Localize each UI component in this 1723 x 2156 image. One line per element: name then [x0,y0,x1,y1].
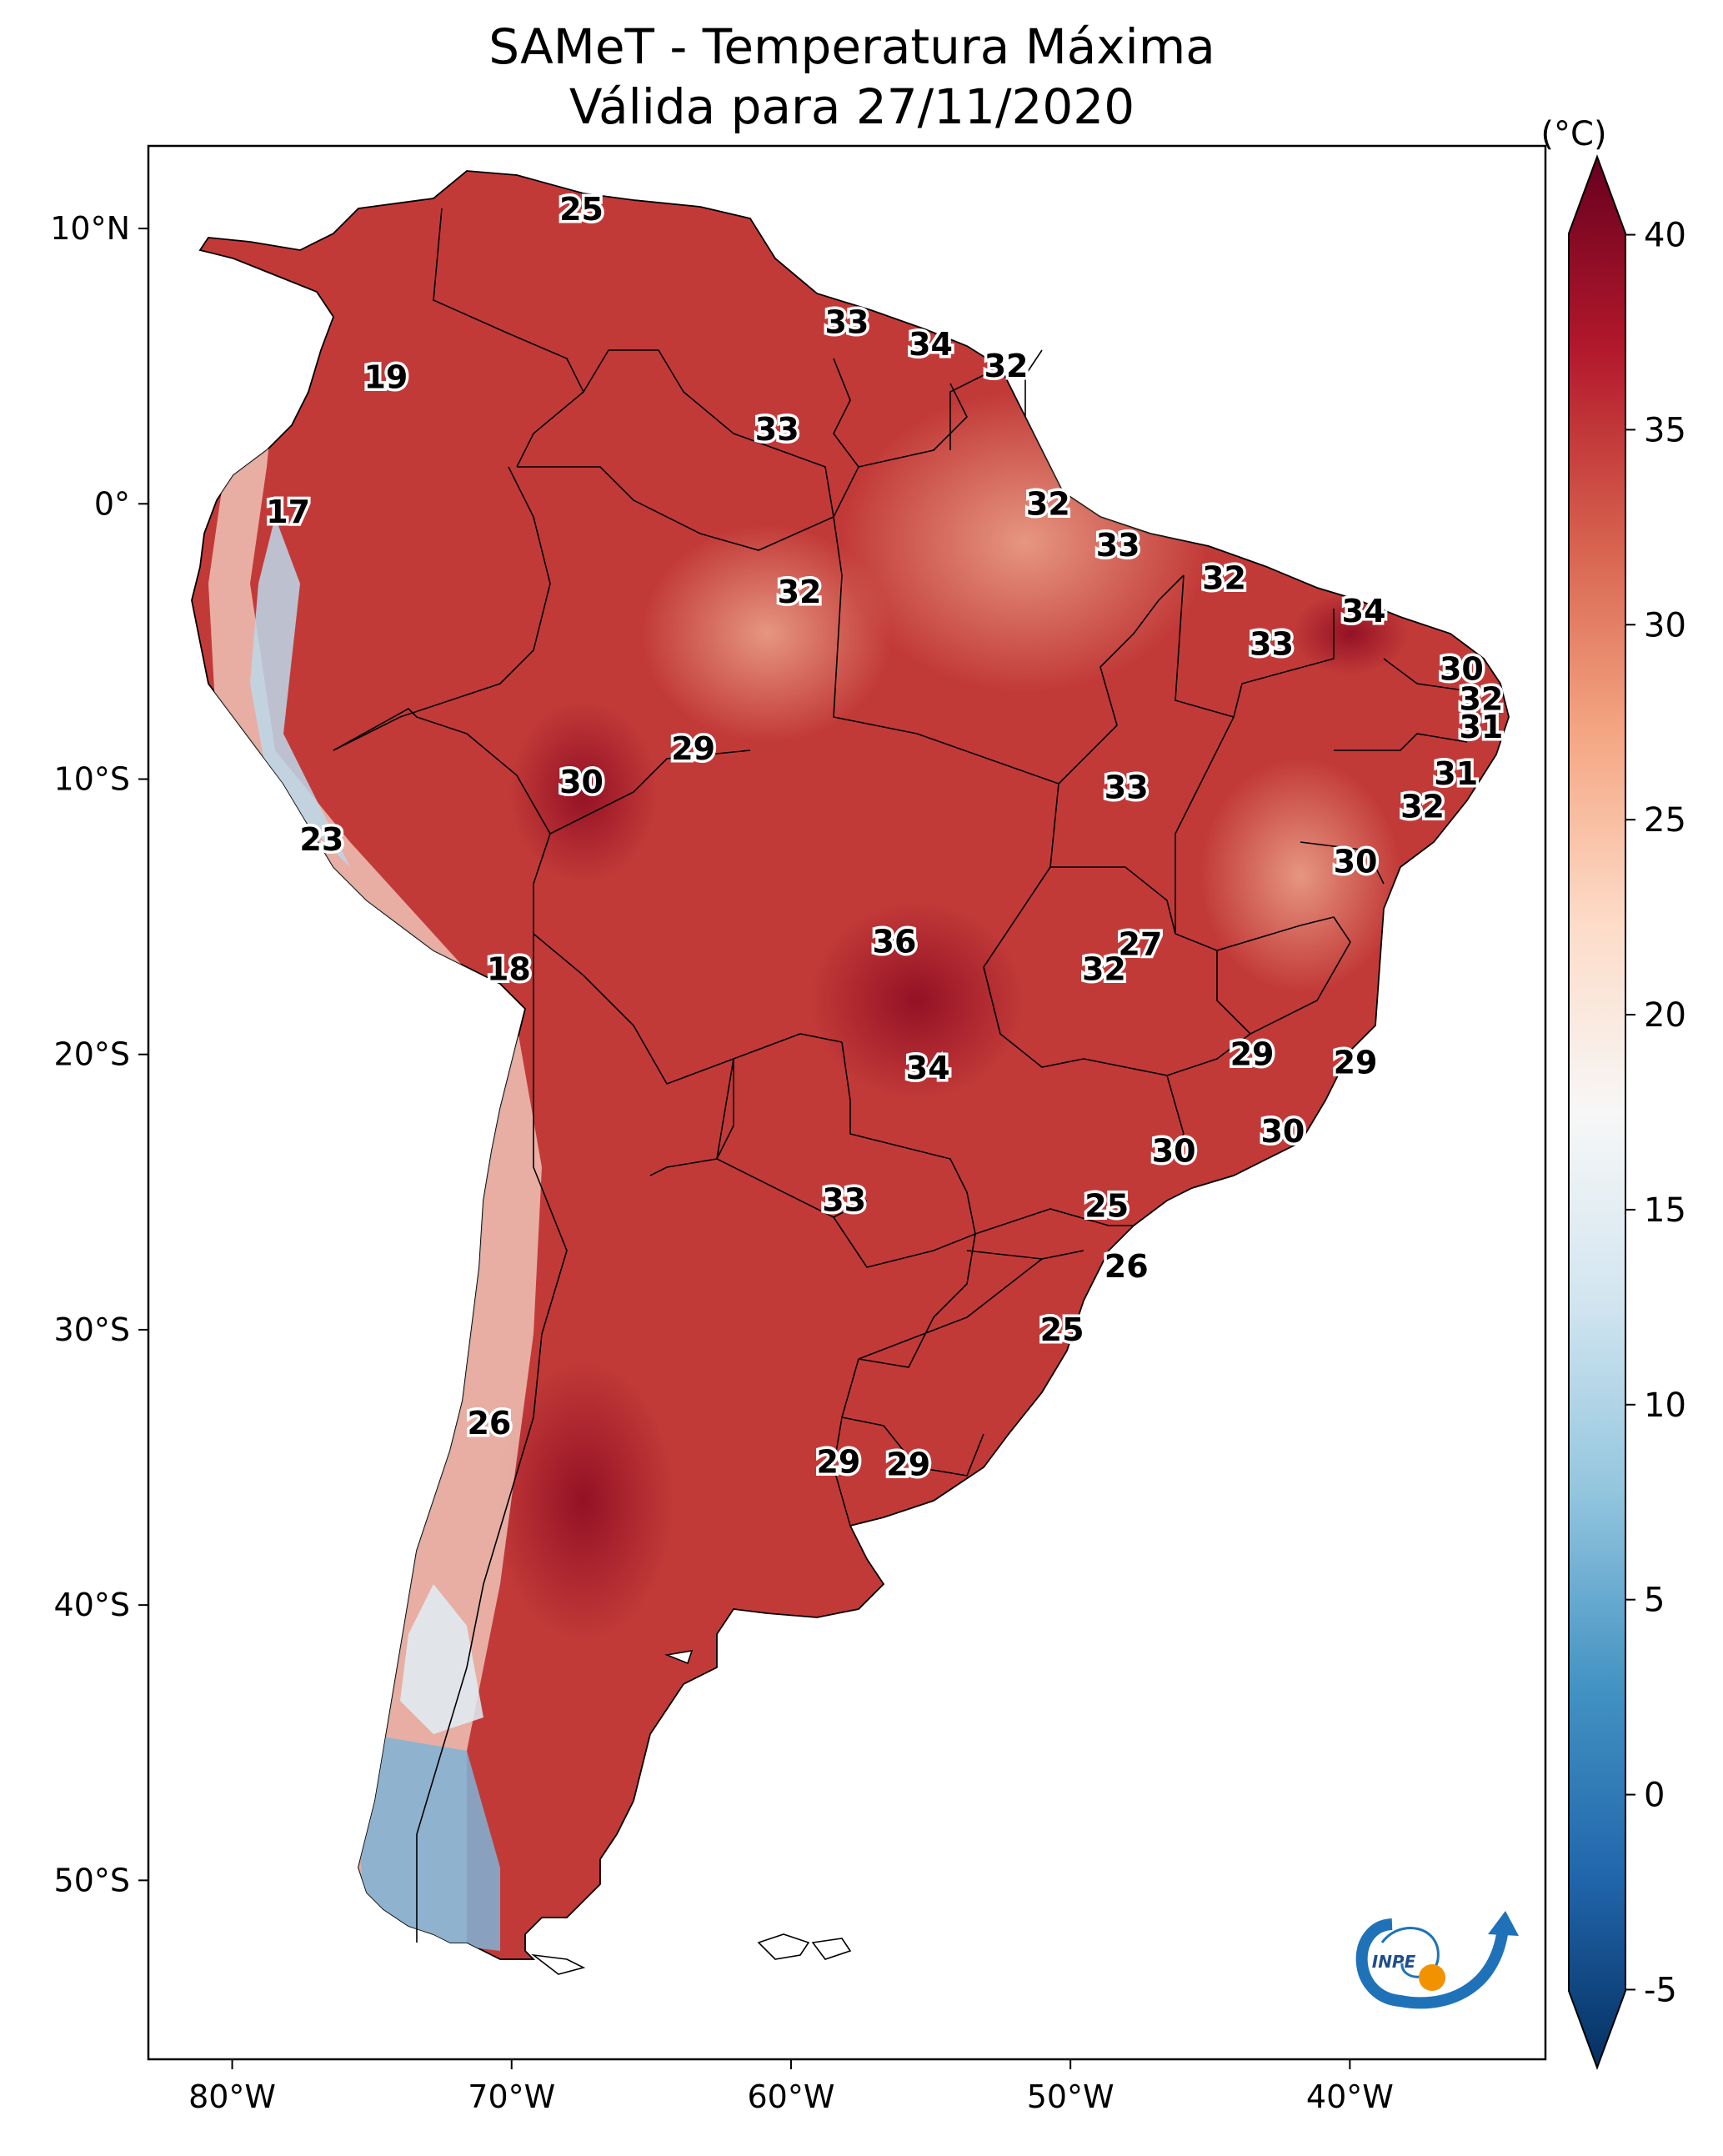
station-value-label: 34 [906,1050,950,1086]
lat-tick-label: 30°S [54,1311,130,1348]
station-value-label: 26 [1104,1248,1149,1285]
lat-tick-label: 10°S [54,760,130,797]
lon-tick-label: 70°W [468,2078,555,2115]
station-value-label: 32 [1026,485,1070,522]
inpe-logo: INPE [1355,1911,1519,2009]
map-subtitle: Válida para 27/11/2020 [568,78,1135,135]
colorbar-unit: (°C) [1540,115,1606,153]
lon-tick-label: 40°W [1306,2078,1394,2115]
station-value-label: 32 [1082,950,1126,987]
colorbar-tick-label: 0 [1644,1777,1665,1815]
latitude-axis: 10°N 0° 10°S 20°S 30°S 40°S 50°S [50,210,148,1898]
lat-tick-label: 40°S [54,1587,130,1623]
station-value-label: 30 [559,764,604,800]
station-value-label: 29 [1334,1045,1378,1081]
colorbar-body [1568,154,1626,2070]
station-value-label: 33 [1104,769,1149,805]
colorbar-tick-label: 10 [1644,1386,1686,1425]
colorbar-ticks: 40 35 30 25 20 15 10 5 0 -5 [1625,217,1686,2009]
station-value-label: 29 [1230,1036,1275,1073]
lon-tick-label: 50°W [1027,2078,1114,2115]
station-value-label: 31 [1434,755,1478,792]
colorbar-tick-label: 35 [1644,411,1686,449]
islands [531,1649,852,1975]
colorbar: (°C) 40 35 30 25 20 15 10 5 0 -5 [1540,115,1686,2070]
lat-tick-label: 50°S [54,1862,130,1898]
station-value-label: 32 [1459,681,1503,718]
station-value-label: 19 [363,358,408,395]
station-value-label: 29 [816,1443,860,1480]
colorbar-tick-label: 30 [1644,606,1686,644]
longitude-axis: 80°W 70°W 60°W 50°W 40°W [188,2059,1394,2115]
lat-tick-label: 20°S [54,1036,130,1073]
station-value-label: 33 [1096,527,1140,564]
station-value-label: 29 [671,730,715,767]
station-value-label: 30 [1440,650,1484,687]
inpe-logo-orbit [1355,1918,1508,2009]
station-value-label: 30 [1152,1132,1196,1169]
station-value-label: 23 [299,821,343,858]
country-borders [333,208,1476,1943]
station-value-label: 33 [755,411,799,448]
station-value-label: 33 [822,1182,866,1219]
lat-tick-label: 10°N [50,210,130,247]
station-value-label: 26 [467,1405,511,1442]
station-value-label: 34 [1342,593,1386,629]
lat-tick-label: 0° [94,485,130,522]
colorbar-tick-label: 5 [1644,1582,1665,1620]
station-value-label: 32 [1400,789,1445,825]
station-value-label: 36 [873,923,917,960]
station-value-label: 27 [1119,926,1163,963]
station-value-label: 25 [559,191,604,228]
colorbar-tick-label: 20 [1644,996,1686,1035]
lon-tick-label: 80°W [188,2078,276,2115]
station-value-label: 32 [984,348,1029,384]
station-value-label: 34 [909,326,953,363]
inpe-logo-text: INPE [1372,1952,1416,1972]
map-title: SAMeT - Temperatura Máxima [488,18,1215,75]
station-value-label: 33 [825,303,869,340]
inpe-logo-sun-icon [1419,1964,1445,1991]
lon-tick-label: 60°W [747,2078,834,2115]
station-value-label: 25 [1040,1311,1084,1348]
station-value-label: 18 [487,950,531,987]
colorbar-tick-label: -5 [1644,1971,1677,2009]
colorbar-tick-label: 25 [1644,801,1686,840]
station-value-label: 33 [1250,626,1294,663]
station-value-label: 25 [1084,1187,1129,1224]
station-value-label: 32 [778,574,822,610]
station-value-label: 31 [1459,709,1503,745]
south-america-land [191,170,1510,1960]
colorbar-tick-label: 40 [1644,217,1686,255]
colorbar-tick-label: 15 [1644,1191,1686,1230]
station-value-label: 30 [1260,1113,1305,1150]
station-value-label: 30 [1334,844,1378,880]
inpe-logo-arrow-icon [1488,1911,1519,1936]
station-value-label: 17 [266,494,310,530]
station-value-label: 29 [886,1447,930,1483]
station-value-label: 32 [1202,559,1246,596]
inpe-logo-swirl [1380,1927,1440,1978]
